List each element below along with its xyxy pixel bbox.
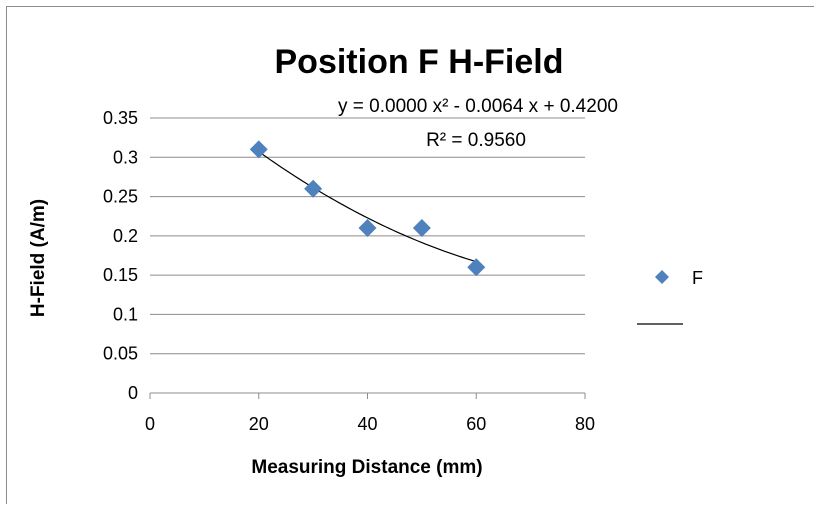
tick-labels: 0 0.05 0.1 0.15 0.2 0.25 0.3 0.35 0 20 40 60 80 xyxy=(103,108,595,434)
data-point xyxy=(412,219,431,237)
x-axis-label: Measuring Distance (mm) xyxy=(251,457,482,478)
x-tick-label: 80 xyxy=(575,414,595,434)
axes xyxy=(149,392,586,399)
legend-marker-f xyxy=(655,270,669,284)
data-point xyxy=(467,258,486,277)
y-tick-label: 0.1 xyxy=(113,304,138,324)
x-tick-label: 60 xyxy=(466,414,486,434)
y-axis-label: H-Field (A/m) xyxy=(28,199,49,317)
y-tick-label: 0.35 xyxy=(103,108,138,128)
trendline xyxy=(258,151,477,263)
y-tick-label: 0.25 xyxy=(103,187,138,207)
x-tick-label: 20 xyxy=(249,414,269,434)
data-points xyxy=(249,140,486,277)
trendline-layer xyxy=(258,151,477,263)
y-tick-label: 0.3 xyxy=(113,147,138,167)
gridlines xyxy=(150,117,585,355)
chart-frame xyxy=(6,6,814,504)
x-tick-label: 40 xyxy=(357,414,377,434)
data-point xyxy=(249,140,268,159)
trendline-r-squared: R² = 0.9560 xyxy=(426,130,526,151)
y-tick-label: 0.2 xyxy=(113,226,138,246)
trendline-equation: y = 0.0000 x² - 0.0064 x + 0.4200 xyxy=(338,96,618,117)
legend-label-f: F xyxy=(692,268,703,288)
legend: F xyxy=(637,268,703,325)
data-point xyxy=(304,179,323,198)
chart-title: Position F H-Field xyxy=(275,43,564,81)
y-tick-label: 0.05 xyxy=(103,344,138,364)
x-tick-label: 0 xyxy=(145,414,155,434)
data-point xyxy=(358,219,377,237)
y-tick-label: 0.15 xyxy=(103,265,138,285)
y-tick-label: 0 xyxy=(128,383,138,403)
